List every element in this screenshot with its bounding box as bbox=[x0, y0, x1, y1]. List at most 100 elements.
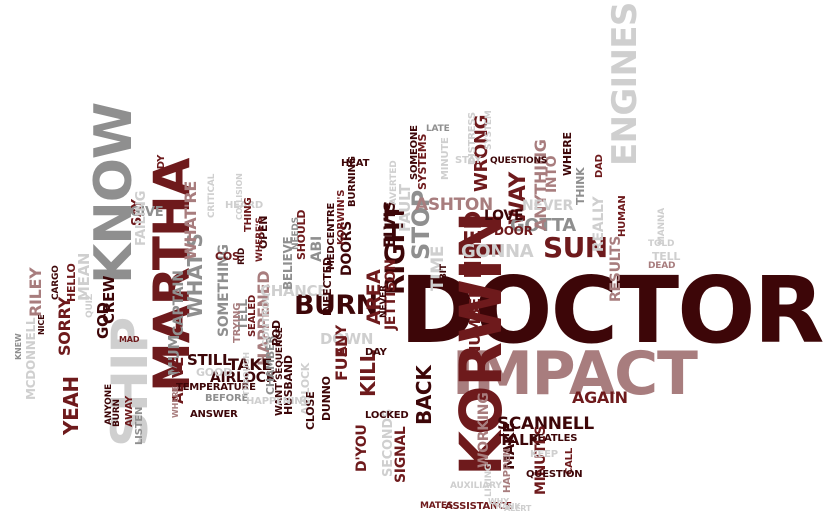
word-engines: ENGINES bbox=[605, 2, 645, 166]
word-down: DOWN bbox=[320, 330, 374, 349]
word-temperature: TEMPERATURE bbox=[176, 381, 256, 393]
word-away: AWAY bbox=[124, 395, 135, 427]
word-love: LOVE bbox=[484, 208, 524, 225]
word-beatles: BEATLES bbox=[530, 432, 578, 444]
word-happening: HAPPENING bbox=[246, 395, 311, 407]
word-number: NUMBER bbox=[466, 286, 484, 358]
word-burn: BURN bbox=[294, 290, 378, 322]
word-sealed: SEALED bbox=[247, 294, 258, 337]
word-medcentre: MEDCENTRE bbox=[326, 202, 337, 270]
word-doctor: DOCTOR bbox=[399, 256, 825, 364]
word-yeah: YEAH bbox=[59, 376, 83, 435]
word-where: WHERE bbox=[171, 386, 180, 418]
word-happen: HAPPEN bbox=[502, 448, 513, 493]
word-heard: HEARD bbox=[225, 199, 263, 211]
word-still: STILL bbox=[187, 351, 232, 370]
word-question: QUESTION bbox=[526, 468, 583, 480]
word-never: NEVER bbox=[379, 285, 389, 318]
word-tell: TELL bbox=[652, 249, 681, 263]
word-system: SYSTEM bbox=[484, 110, 494, 150]
word-bit: BIT bbox=[439, 264, 449, 280]
word-chance: CHANCE bbox=[260, 282, 328, 301]
word-d-you: D'YOU bbox=[354, 424, 370, 472]
word-rid: RID bbox=[237, 247, 247, 265]
word-gotta: GOTTA bbox=[510, 214, 576, 236]
word-minute: MINUTE bbox=[440, 137, 451, 180]
word-why: WHY bbox=[488, 497, 509, 507]
word-keep: KEEP bbox=[530, 448, 558, 460]
word-distress: DISTRESS bbox=[467, 112, 478, 165]
word-any: ANY bbox=[334, 325, 350, 357]
word-door: DOOR bbox=[494, 223, 533, 238]
word-heat: HEAT bbox=[341, 157, 370, 169]
word-korwin-s: KORWIN'S bbox=[336, 189, 347, 245]
word-mcdonnell: MCDONNELL bbox=[24, 317, 38, 400]
word-burning: BURNING bbox=[347, 156, 358, 207]
word-cos: COS bbox=[215, 249, 240, 263]
word-take: TAKE bbox=[228, 355, 273, 375]
word-results: RESULTS bbox=[608, 235, 624, 302]
word-sun: SUN bbox=[543, 231, 608, 265]
word-knew: KNEW bbox=[14, 333, 23, 360]
word-where-s: WHERE'S bbox=[255, 217, 265, 262]
word-abi: ABI bbox=[309, 236, 325, 262]
word-cargo: CARGO bbox=[51, 265, 61, 300]
word-working: WORKING bbox=[476, 392, 492, 468]
word-hello: HELLO bbox=[65, 263, 78, 302]
word-failing: FAILING bbox=[134, 190, 149, 246]
word-nice: NICE bbox=[37, 314, 46, 335]
word-mates: MATES bbox=[420, 501, 454, 512]
word-think: THINK bbox=[574, 167, 587, 205]
word-know: KNOW bbox=[84, 102, 144, 284]
word-thank: THANK bbox=[490, 502, 521, 512]
word-what-re: WHAT'RE bbox=[181, 180, 200, 260]
word-critical: CRITICAL bbox=[207, 173, 217, 218]
word-dad: DAD bbox=[594, 154, 605, 178]
word-told: TOLD bbox=[648, 239, 675, 250]
word-alert: ALERT bbox=[504, 504, 532, 514]
word-really: REALLY bbox=[591, 196, 607, 252]
word-scannell: SCANNELL bbox=[497, 413, 594, 434]
word-captain: CAPTAIN bbox=[171, 270, 187, 336]
word-collision: COLLISION bbox=[235, 173, 244, 220]
word-good: GOOD bbox=[196, 365, 232, 379]
word-signal: SIGNAL bbox=[393, 426, 409, 483]
word-riley: RILEY bbox=[26, 267, 45, 317]
word-anyone: ANYONE bbox=[104, 384, 114, 425]
word-gonna: GONNA bbox=[461, 240, 534, 262]
word-through: THROUGH bbox=[242, 352, 251, 396]
word-ashton: ASHTON bbox=[415, 194, 493, 215]
word-dead: DEAD bbox=[648, 261, 676, 272]
word-body: BODY bbox=[156, 154, 167, 185]
word-back: BACK bbox=[412, 365, 436, 425]
word-manna: MANNA bbox=[657, 207, 667, 245]
word-where: WHERE bbox=[561, 132, 574, 176]
word-mad: MAD bbox=[119, 335, 140, 345]
word-airlock: AIRLOCK bbox=[210, 370, 277, 387]
word-questions: QUESTIONS bbox=[490, 156, 548, 167]
word-god: GOD bbox=[94, 302, 112, 339]
word-before: BEFORE bbox=[205, 392, 249, 404]
word-listen: LISTEN bbox=[134, 406, 145, 445]
word-living: LIVING bbox=[484, 463, 494, 497]
word-never: NEVER bbox=[522, 198, 574, 215]
word-talk: TALK bbox=[499, 431, 540, 450]
word-again: AGAIN bbox=[572, 388, 628, 408]
word-day: DAY bbox=[365, 346, 387, 358]
word-dunno: DUNNO bbox=[320, 376, 333, 421]
word-locked: LOCKED bbox=[365, 409, 409, 421]
word-late: LATE bbox=[426, 124, 450, 135]
word-thing: THING bbox=[243, 197, 254, 233]
word-auxiliary: AUXILIARY bbox=[450, 481, 502, 492]
word-someone: SOMEONE bbox=[409, 125, 420, 180]
word-impact: IMPACT bbox=[452, 339, 698, 409]
word-answer: ANSWER bbox=[190, 408, 238, 420]
word-fault: FAULT bbox=[396, 184, 414, 232]
word-needs: NEEDS bbox=[291, 217, 301, 250]
word-sequence: SEQUENCE bbox=[275, 327, 285, 380]
word-human: HUMAN bbox=[617, 195, 628, 237]
word-assistance: ASSISTANCE bbox=[445, 500, 512, 512]
word-quiz: QUIZ bbox=[85, 293, 95, 318]
word-trying: TRYING bbox=[232, 302, 243, 343]
word-sorry: SORRY bbox=[55, 297, 74, 356]
